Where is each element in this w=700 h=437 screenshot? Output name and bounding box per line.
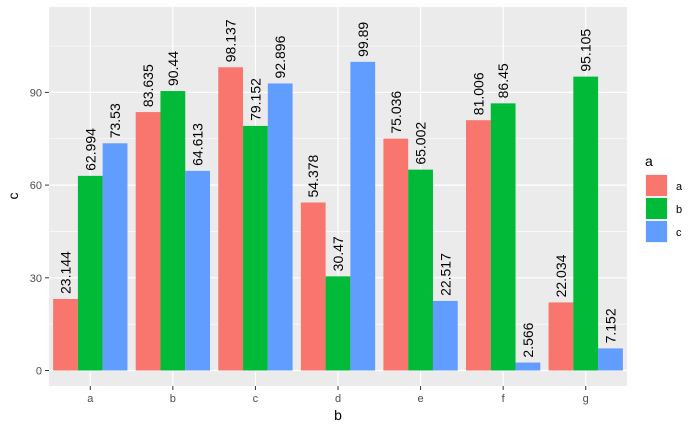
data-label: 90.44 — [165, 51, 181, 86]
legend-label: c — [676, 227, 682, 239]
bar-b-b — [160, 91, 186, 371]
bar-b-f — [490, 103, 516, 371]
legend-label: b — [676, 204, 682, 216]
data-label: 73.53 — [107, 103, 123, 138]
y-tick-label: 30 — [30, 273, 42, 285]
bar-c-b — [185, 170, 211, 371]
bar-a-f — [465, 120, 491, 371]
legend: a abc — [645, 153, 683, 243]
data-label: 95.105 — [578, 29, 594, 72]
bar-b-a — [77, 175, 103, 371]
bar-b-c — [243, 125, 268, 371]
y-tick-label: 90 — [30, 87, 42, 99]
data-label: 86.45 — [495, 63, 511, 98]
data-label: 54.378 — [305, 154, 321, 197]
bars-group — [53, 61, 623, 371]
x-tick-label: c — [253, 393, 259, 405]
bar-b-d — [325, 276, 351, 371]
legend-swatch-a — [646, 175, 667, 196]
data-label: 75.036 — [388, 91, 404, 134]
legend-swatch-b — [646, 198, 667, 219]
legend-label: a — [676, 181, 683, 193]
data-label: 22.517 — [437, 253, 453, 296]
bar-b-e — [408, 169, 433, 371]
bar-c-f — [515, 362, 541, 371]
data-label: 62.994 — [82, 128, 98, 171]
bar-a-c — [218, 67, 244, 371]
y-axis-title: c — [5, 193, 21, 200]
bar-a-a — [53, 298, 78, 371]
bar-a-g — [548, 302, 574, 371]
x-tick-label: e — [418, 393, 424, 405]
data-label: 64.613 — [190, 123, 206, 166]
bar-c-a — [102, 143, 128, 371]
x-tick-label: a — [87, 393, 94, 405]
data-label: 99.89 — [355, 22, 371, 57]
y-tick-label: 60 — [30, 180, 42, 192]
x-tick-label: b — [170, 393, 176, 405]
data-label: 23.144 — [58, 251, 74, 294]
data-label: 22.034 — [553, 254, 569, 297]
data-label: 98.137 — [223, 19, 239, 62]
x-tick-label: g — [583, 393, 589, 405]
bar-c-d — [350, 61, 376, 371]
x-axis: a b c d e f g — [87, 386, 589, 405]
x-tick-label: f — [502, 393, 506, 405]
data-label: 7.152 — [602, 308, 618, 343]
y-tick-label: 0 — [36, 366, 42, 378]
data-label: 79.152 — [247, 78, 263, 121]
bar-a-e — [383, 138, 409, 371]
bar-c-c — [267, 83, 293, 371]
bar-c-g — [598, 348, 623, 371]
data-label: 83.635 — [140, 64, 156, 107]
y-axis: 0 30 60 90 — [30, 87, 49, 378]
data-label: 2.566 — [520, 322, 536, 357]
bar-a-d — [300, 202, 326, 371]
data-label: 92.896 — [272, 35, 288, 78]
data-label: 65.002 — [413, 122, 429, 165]
data-label: 81.006 — [470, 72, 486, 115]
data-label: 30.47 — [330, 236, 346, 271]
bar-c-e — [432, 300, 458, 371]
bar-a-b — [135, 112, 161, 371]
bar-labels-group: 23.144 62.994 73.53 83.635 90.44 64.613 98.137… — [58, 19, 619, 357]
bar-b-g — [573, 76, 599, 371]
legend-swatch-c — [646, 221, 667, 242]
x-tick-label: d — [335, 393, 341, 405]
legend-title: a — [645, 153, 653, 169]
x-axis-title: b — [334, 407, 342, 423]
